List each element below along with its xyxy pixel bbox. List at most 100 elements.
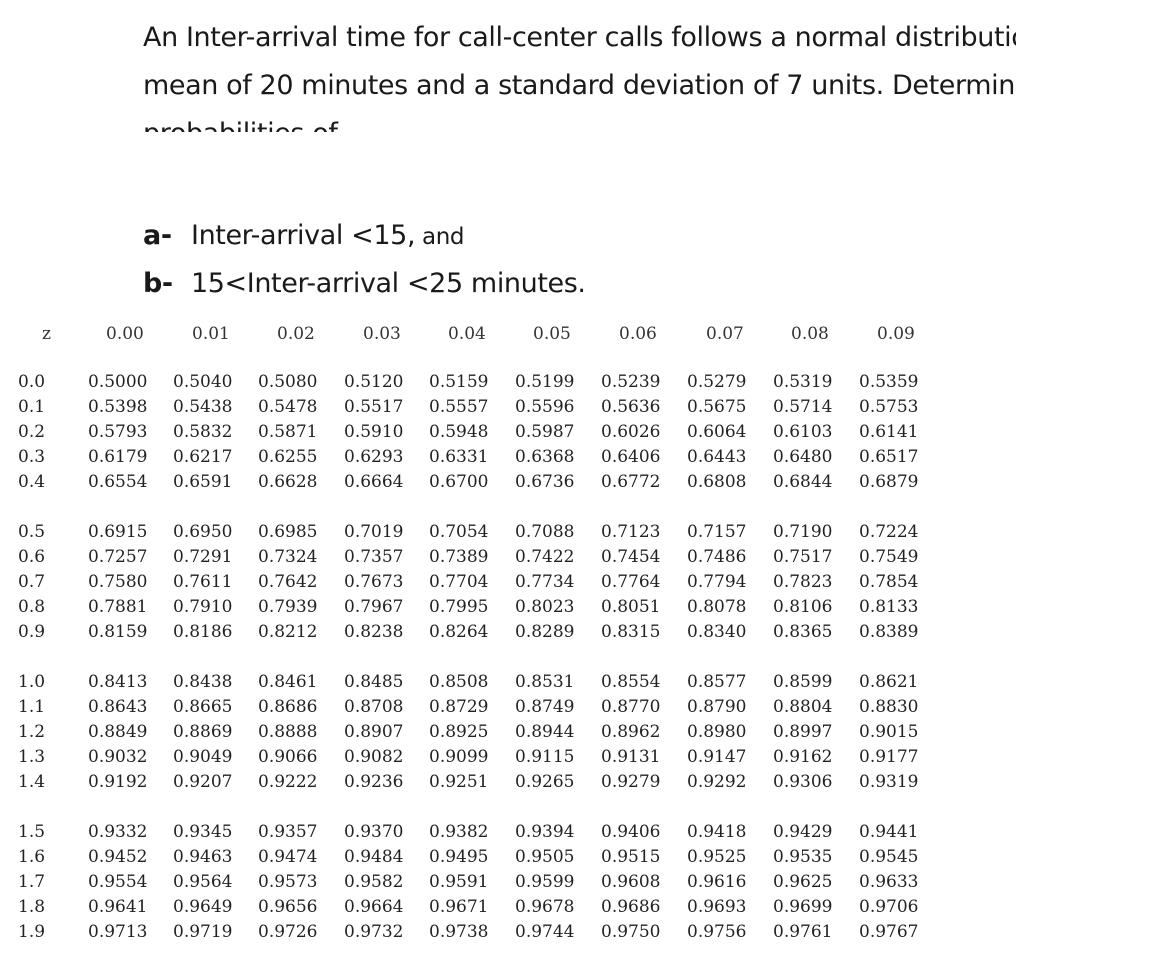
table-cell: 0.5910: [344, 422, 404, 442]
table-cell: 0.8289: [515, 622, 575, 642]
table-cell: 0.6293: [344, 447, 404, 467]
table-cell: 0.9162: [773, 747, 833, 767]
table-cell: 0.8907: [344, 722, 404, 742]
z-value: 1.6: [18, 847, 46, 867]
table-cell: 0.5987: [515, 422, 575, 442]
z-value: 1.7: [18, 872, 46, 892]
table-cell: 0.5478: [258, 397, 318, 417]
table-cell: 0.9099: [429, 747, 489, 767]
table-cell: 0.7224: [859, 522, 919, 542]
table-cell: 0.6591: [173, 472, 233, 492]
table-cell: 0.9545: [859, 847, 919, 867]
table-cell: 0.9726: [258, 922, 318, 942]
z-value: 0.5: [18, 522, 46, 542]
table-cell: 0.9177: [859, 747, 919, 767]
z-value: 0.0: [18, 372, 46, 392]
table-cell: 0.7794: [687, 572, 747, 592]
table-cell: 0.7995: [429, 597, 489, 617]
table-cell: 0.9251: [429, 772, 489, 792]
table-cell: 0.8804: [773, 697, 833, 717]
table-cell: 0.8665: [173, 697, 233, 717]
table-row: 1.9 0.9713 0.9719 0.9726 0.9732 0.9738 0.9744 0…: [18, 920, 928, 945]
table-cell: 0.8159: [88, 622, 148, 642]
table-cell: 0.6443: [687, 447, 747, 467]
z-table-group: 0.0 0.5000 0.5040 0.5080 0.5120 0.5159 0.5199 0…: [18, 370, 928, 495]
table-cell: 0.9484: [344, 847, 404, 867]
table-cell: 0.9207: [173, 772, 233, 792]
table-cell: 0.9761: [773, 922, 833, 942]
question-parts: a- Inter-arrival <15, and b- 15<Inter-arri…: [143, 212, 586, 308]
table-cell: 0.8438: [173, 672, 233, 692]
table-row: 0.6 0.7257 0.7291 0.7324 0.7357 0.7389 0.7422 0…: [18, 545, 928, 570]
z-table-body: 0.0 0.5000 0.5040 0.5080 0.5120 0.5159 0.5199 0…: [18, 370, 928, 945]
table-cell: 0.8461: [258, 672, 318, 692]
table-cell: 0.7939: [258, 597, 318, 617]
table-cell: 0.8599: [773, 672, 833, 692]
table-cell: 0.5359: [859, 372, 919, 392]
table-cell: 0.9222: [258, 772, 318, 792]
z-value: 1.0: [18, 672, 46, 692]
z-header-col: 0.04: [448, 324, 486, 344]
table-cell: 0.6480: [773, 447, 833, 467]
table-cell: 0.8830: [859, 697, 919, 717]
table-cell: 0.9616: [687, 872, 747, 892]
table-cell: 0.8508: [429, 672, 489, 692]
table-cell: 0.6879: [859, 472, 919, 492]
table-cell: 0.8849: [88, 722, 148, 742]
table-cell: 0.9370: [344, 822, 404, 842]
table-cell: 0.6844: [773, 472, 833, 492]
table-cell: 0.9292: [687, 772, 747, 792]
question-clip: An Inter-arrival time for call-center ca…: [0, 0, 1016, 132]
table-cell: 0.6255: [258, 447, 318, 467]
part-a-suffix: and: [415, 224, 465, 250]
table-cell: 0.7764: [601, 572, 661, 592]
table-cell: 0.9495: [429, 847, 489, 867]
z-header-col: 0.03: [363, 324, 401, 344]
table-cell: 0.7486: [687, 547, 747, 567]
table-cell: 0.9279: [601, 772, 661, 792]
table-row: 1.7 0.9554 0.9564 0.9573 0.9582 0.9591 0.9599 0…: [18, 870, 928, 895]
table-cell: 0.5159: [429, 372, 489, 392]
table-cell: 0.9649: [173, 897, 233, 917]
table-cell: 0.6808: [687, 472, 747, 492]
table-cell: 0.8749: [515, 697, 575, 717]
table-cell: 0.7580: [88, 572, 148, 592]
table-cell: 0.6950: [173, 522, 233, 542]
table-cell: 0.9394: [515, 822, 575, 842]
table-cell: 0.8729: [429, 697, 489, 717]
table-row: 0.1 0.5398 0.5438 0.5478 0.5517 0.5557 0.5596 0…: [18, 395, 928, 420]
table-cell: 0.7967: [344, 597, 404, 617]
table-cell: 0.8485: [344, 672, 404, 692]
table-cell: 0.6064: [687, 422, 747, 442]
z-value: 1.1: [18, 697, 46, 717]
table-cell: 0.9713: [88, 922, 148, 942]
part-b-text: 15<Inter-arrival <25 minutes.: [191, 268, 586, 299]
z-table-header: z 0.00 0.01 0.02 0.03 0.04 0.05 0.06 0.07 0.08 0.0…: [18, 318, 928, 350]
table-cell: 0.5517: [344, 397, 404, 417]
z-table-group: 0.5 0.6915 0.6950 0.6985 0.7019 0.7054 0.7088 0…: [18, 520, 928, 645]
table-cell: 0.5040: [173, 372, 233, 392]
table-cell: 0.7517: [773, 547, 833, 567]
table-cell: 0.9049: [173, 747, 233, 767]
table-cell: 0.5596: [515, 397, 575, 417]
table-cell: 0.8531: [515, 672, 575, 692]
table-cell: 0.9406: [601, 822, 661, 842]
table-cell: 0.5557: [429, 397, 489, 417]
z-header-col: 0.06: [619, 324, 657, 344]
table-row: 1.5 0.9332 0.9345 0.9357 0.9370 0.9382 0.9394 0…: [18, 820, 928, 845]
table-cell: 0.9767: [859, 922, 919, 942]
table-cell: 0.7910: [173, 597, 233, 617]
table-row: 0.3 0.6179 0.6217 0.6255 0.6293 0.6331 0.6368 0…: [18, 445, 928, 470]
table-cell: 0.9625: [773, 872, 833, 892]
table-cell: 0.8051: [601, 597, 661, 617]
table-cell: 0.8238: [344, 622, 404, 642]
table-cell: 0.8365: [773, 622, 833, 642]
table-row: 1.3 0.9032 0.9049 0.9066 0.9082 0.9099 0.9115 0…: [18, 745, 928, 770]
table-cell: 0.8133: [859, 597, 919, 617]
table-cell: 0.6517: [859, 447, 919, 467]
table-row: 0.5 0.6915 0.6950 0.6985 0.7019 0.7054 0.7088 0…: [18, 520, 928, 545]
table-cell: 0.6628: [258, 472, 318, 492]
table-cell: 0.7324: [258, 547, 318, 567]
z-header-col: 0.02: [277, 324, 315, 344]
table-cell: 0.9656: [258, 897, 318, 917]
